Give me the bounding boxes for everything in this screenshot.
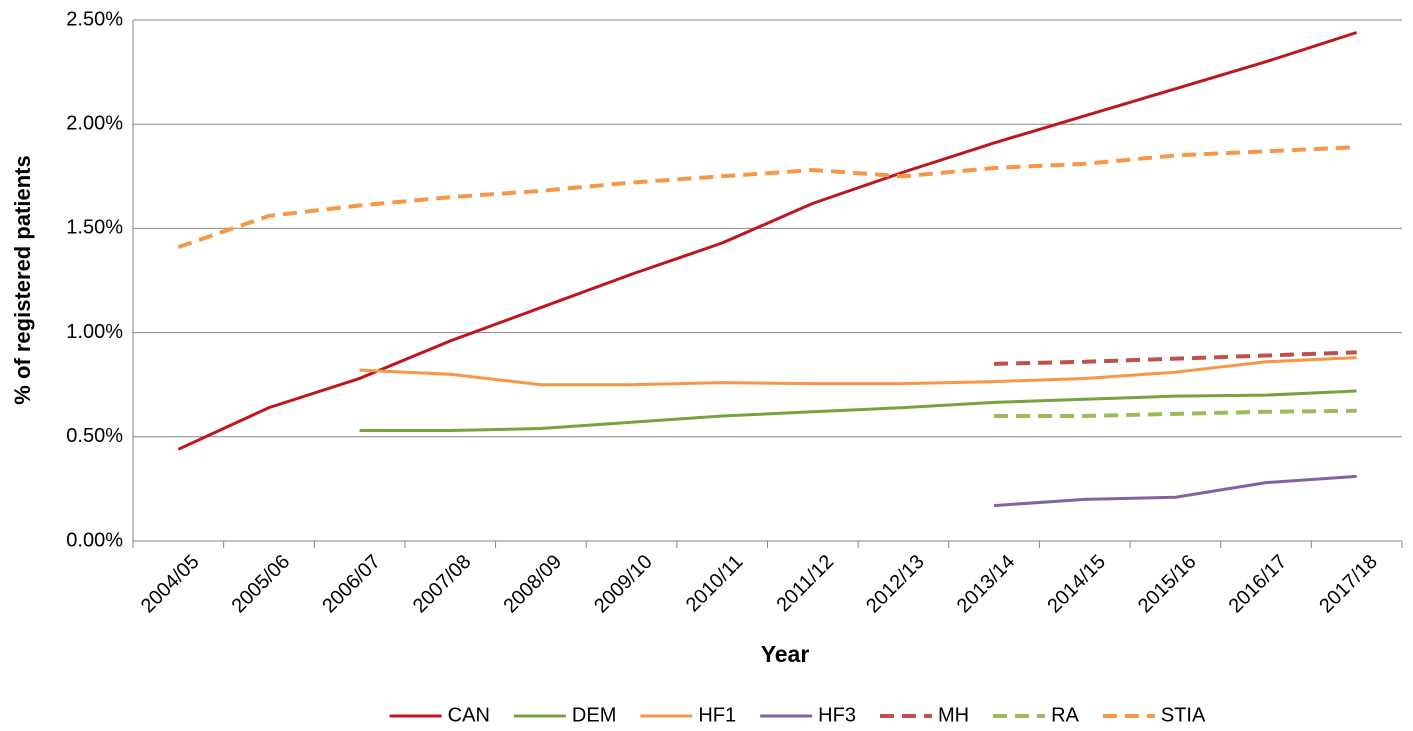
y-tick-label: 0.00% xyxy=(66,529,123,551)
x-tick-label: 2006/07 xyxy=(318,551,385,618)
x-tick-label: 2012/13 xyxy=(862,551,929,618)
series-line xyxy=(359,356,1357,387)
legend-label: HF3 xyxy=(818,704,856,726)
legend-label: MH xyxy=(938,704,969,726)
y-tick-label: 2.00% xyxy=(66,112,123,134)
x-tick-label: 2004/05 xyxy=(137,551,204,618)
x-tick-label: 2014/15 xyxy=(1043,551,1110,618)
series-line xyxy=(359,389,1357,433)
x-tick-label: 2007/08 xyxy=(409,551,476,618)
y-tick-label: 1.00% xyxy=(66,321,123,343)
legend: CAN DEM HF1 HF3 MH RA STIA xyxy=(389,704,1206,726)
x-tick-label: 2005/06 xyxy=(228,551,295,618)
x-tick-label: 2013/14 xyxy=(953,551,1020,618)
series-line xyxy=(994,350,1357,366)
x-tick-label: 2017/18 xyxy=(1315,551,1382,618)
y-axis-title: % of registered patients xyxy=(10,155,35,404)
x-tick-label: 2016/17 xyxy=(1225,551,1292,618)
legend-label: CAN xyxy=(448,704,490,726)
y-tick-label: 0.50% xyxy=(66,425,123,447)
x-tick-label: 2008/09 xyxy=(499,551,566,618)
x-axis-title: Year xyxy=(761,641,810,667)
series-line xyxy=(177,145,1357,250)
legend-label: STIA xyxy=(1161,704,1206,726)
series-line xyxy=(994,474,1357,508)
y-tick-label: 2.50% xyxy=(66,8,123,30)
y-tick-label: 1.50% xyxy=(66,217,123,239)
series-line xyxy=(177,31,1358,451)
legend-label: HF1 xyxy=(698,704,736,726)
x-tick-label: 2010/11 xyxy=(682,551,748,617)
series-line xyxy=(994,408,1357,418)
x-tick-label: 2009/10 xyxy=(590,551,657,618)
x-tick-label: 2015/16 xyxy=(1134,551,1201,618)
legend-label: RA xyxy=(1051,704,1079,726)
legend-label: DEM xyxy=(572,704,616,726)
x-tick-label: 2011/12 xyxy=(772,551,838,617)
